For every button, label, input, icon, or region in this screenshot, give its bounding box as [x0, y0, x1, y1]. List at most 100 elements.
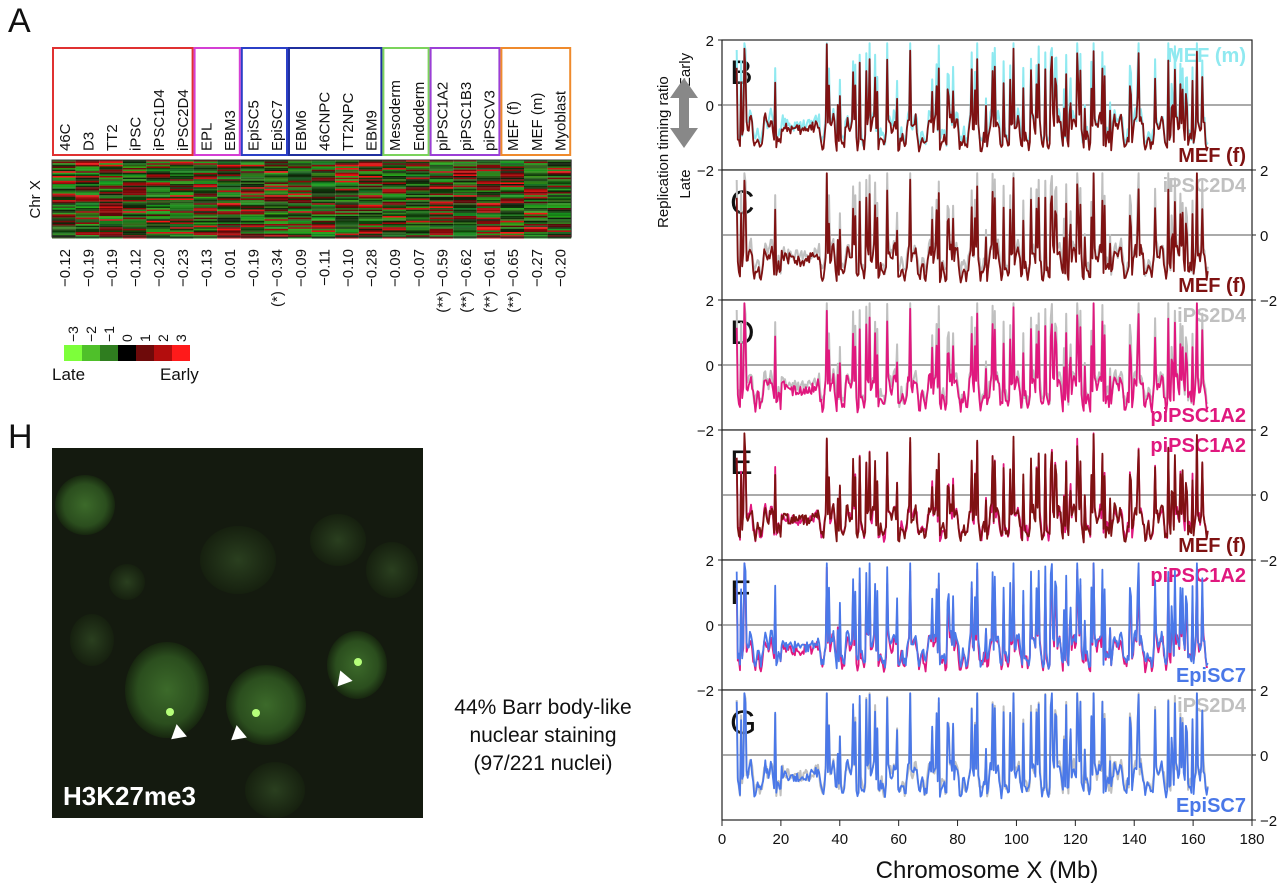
heatmap-score-label: (**) −0.61	[482, 249, 499, 313]
heatmap-score-label: −0.19	[104, 249, 121, 287]
heatmap-column-label: EpiSC5	[246, 100, 263, 151]
track-frame	[721, 429, 1253, 561]
x-tick-label: 40	[831, 831, 848, 848]
x-tick-label: 180	[1239, 831, 1264, 848]
heatmap-column-cells	[429, 160, 454, 239]
heatmap-row-label: Chr X	[27, 180, 44, 218]
x-tick-label: 100	[1004, 831, 1029, 848]
series-line	[735, 43, 1209, 153]
barr-body-spot	[252, 709, 260, 717]
x-tick-label: 140	[1122, 831, 1147, 848]
arrowhead-icon	[337, 670, 353, 687]
heatmap-column-label: EBM3	[222, 110, 239, 151]
barr-body-caption: 44% Barr body-like nuclear staining (97/…	[418, 694, 668, 778]
heatmap-score-label: −0.27	[529, 249, 546, 287]
y-tick-label: 0	[1260, 228, 1268, 245]
barr-body-spot	[354, 658, 362, 666]
heatmap-column-label: MEF (m)	[529, 93, 546, 151]
heatmap-column-label: MEF (f)	[505, 101, 522, 151]
arrowhead-icon	[171, 724, 187, 740]
nucleus	[125, 642, 209, 738]
heatmap-group-box	[382, 47, 430, 156]
heatmap-column-cells	[122, 160, 147, 239]
heatmap-column-cells	[240, 160, 265, 239]
scale-swatch	[154, 345, 172, 361]
scale-swatch	[64, 345, 82, 361]
series-line	[735, 172, 1209, 284]
x-tick-label: 80	[949, 831, 966, 848]
heatmap-column-label: Myoblast	[552, 90, 569, 151]
heatmap-column-cells	[476, 160, 501, 239]
heatmap-score-label: −0.07	[411, 249, 428, 287]
scale-late-label: Late	[52, 365, 85, 384]
heatmap-score-label: (**) −0.62	[458, 249, 475, 313]
series-line	[735, 432, 1209, 544]
heatmap-score-label: 0.01	[222, 249, 239, 278]
track-panel-b: B2 0 −2 MEF (m) MEF (f)	[697, 33, 1253, 180]
heatmap-column-label: Mesoderm	[387, 80, 404, 151]
scale-swatch	[100, 345, 118, 361]
heatmap-column-label: piPSC1B3	[458, 82, 475, 151]
series-line	[735, 432, 1209, 544]
track-frame	[721, 689, 1253, 821]
heatmap-column-cells	[264, 160, 288, 239]
heatmap-column-cells	[547, 160, 572, 239]
stain-label: H3K27me3	[63, 781, 196, 811]
series-label: iPS2D4	[1177, 305, 1247, 327]
heatmap-column-cells	[406, 160, 430, 239]
y-tick-label: 2	[1260, 423, 1268, 440]
heatmap-column-cells	[170, 160, 194, 239]
y-tick-label: 0	[1260, 488, 1268, 505]
series-label: MEF (f)	[1178, 275, 1246, 297]
scale-tick-label: −2	[83, 326, 99, 342]
panel-letter-d: D	[730, 314, 755, 352]
caption-line-1: 44% Barr body-like	[454, 696, 632, 719]
y-tick-label: 2	[706, 33, 714, 50]
heatmap-group-box	[193, 47, 241, 156]
heatmap-column-label: piPSCV3	[482, 90, 499, 151]
heatmap-column-label: iPSC1D4	[151, 89, 168, 151]
y-tick-label: −2	[697, 423, 714, 440]
y-tick-label: −2	[697, 683, 714, 700]
heatmap-group-box	[500, 47, 572, 156]
heatmap-score-label: −0.10	[340, 249, 357, 287]
series-label: piPSC1A2	[1150, 435, 1246, 457]
heatmap-column-cells	[335, 160, 359, 239]
nucleus	[310, 514, 366, 566]
heatmap-column-cells	[500, 160, 524, 239]
y-tick-label: 0	[1260, 748, 1268, 765]
heatmap-column-label: piPSC1A2	[434, 82, 451, 151]
heatmap-group-box	[429, 47, 501, 156]
nucleus	[55, 475, 115, 535]
nucleus	[109, 564, 145, 600]
series-line	[735, 562, 1209, 670]
heatmap-column-label: EBM6	[293, 110, 310, 151]
heatmap-column-cells	[358, 160, 383, 239]
arrowhead-icon	[231, 725, 247, 741]
track-frame	[721, 169, 1253, 301]
scale-swatch	[136, 345, 154, 361]
heatmap-score-label: −0.12	[128, 249, 145, 287]
track-panel-c: C 2 0 −2 iPSC2D4 MEF (f)	[721, 163, 1277, 310]
scale-tick-label: 3	[173, 334, 189, 342]
track-frame	[721, 39, 1253, 171]
heatmap-column-label: iPSC	[128, 117, 145, 151]
y-tick-label: 2	[1260, 683, 1268, 700]
caption-line-3: (97/221 nuclei)	[473, 752, 613, 775]
micrograph-background	[52, 448, 423, 818]
scale-early-label: Early	[160, 365, 199, 384]
y-tick-label: 2	[1260, 163, 1268, 180]
nucleus	[226, 665, 306, 745]
heatmap-score-label: −0.12	[57, 249, 74, 287]
heatmap-column-label: iPSC2D4	[175, 89, 192, 151]
heatmap-column-cells	[382, 160, 406, 239]
y-tick-label: −2	[1260, 813, 1277, 830]
series-line	[735, 302, 1209, 409]
track-panel-g: G 2 0 −2 iPS2D4 EpiSC7	[721, 683, 1277, 830]
x-tick-label: 160	[1181, 831, 1206, 848]
heatmap-column-cells	[453, 160, 477, 239]
track-panel-f: F2 0 −2 piPSC1A2 EpiSC7	[697, 553, 1253, 700]
series-label: EpiSC7	[1176, 665, 1246, 687]
scale-tick-label: 2	[155, 334, 171, 342]
heatmap-column-label: EBM9	[364, 110, 381, 151]
